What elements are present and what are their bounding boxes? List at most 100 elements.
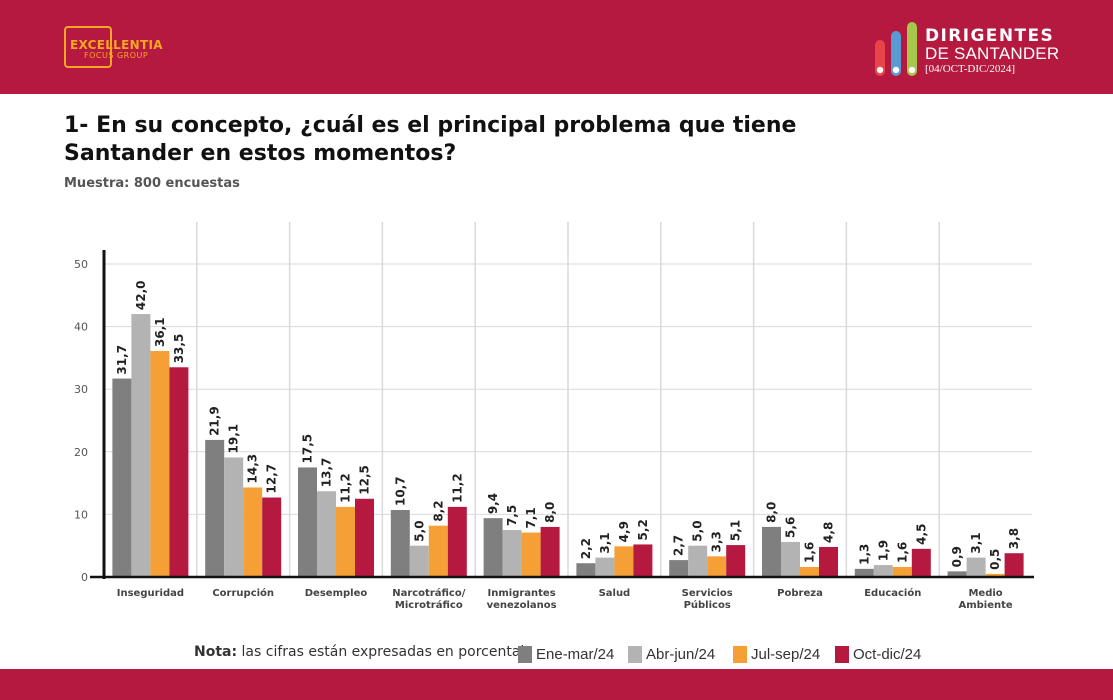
data-label: 2,7: [672, 535, 686, 556]
data-label: 42,0: [134, 280, 148, 310]
logo-frame-icon: [64, 26, 112, 68]
bar: [428, 525, 448, 577]
question-title: 1- En su concepto, ¿cuál es el principal…: [64, 113, 797, 166]
bar: [205, 439, 225, 577]
logo-sub-text: FOCUS GROUP: [84, 51, 149, 60]
data-label: 8,0: [543, 502, 557, 523]
category-label: Microtráfico: [395, 599, 463, 611]
category-label: Servicios: [682, 588, 733, 599]
data-label: 0,5: [988, 549, 1002, 570]
bar: [298, 467, 317, 577]
bar: [669, 560, 689, 577]
category-label: Inseguridad: [117, 588, 184, 599]
data-label: 36,1: [153, 317, 167, 347]
data-label: 9,4: [486, 493, 500, 514]
y-tick-label: 20: [74, 446, 88, 459]
bar: [576, 563, 596, 577]
data-label: 12,5: [358, 465, 372, 495]
data-label: 5,1: [729, 520, 743, 541]
category-label: Medio: [968, 588, 1002, 599]
bar: [707, 556, 727, 577]
data-label: 5,0: [412, 520, 426, 541]
bar: [911, 548, 931, 577]
bar: [854, 568, 874, 577]
bar: [800, 566, 819, 577]
legend-note-text: las cifras están expresadas en porcentaj…: [241, 644, 533, 660]
bar: [483, 518, 503, 577]
data-label: 0,9: [950, 546, 964, 567]
bar: [540, 526, 560, 577]
data-label: 4,9: [617, 521, 631, 542]
bar: [595, 557, 615, 577]
data-label: 8,0: [765, 502, 779, 523]
logo-date-range: [04/OCT-DIC/2024]: [925, 63, 1016, 75]
legend-series-name: Abr-jun/24: [646, 646, 716, 663]
data-label: 4,5: [914, 524, 928, 545]
y-tick-label: 40: [74, 321, 88, 334]
data-label: 31,7: [115, 345, 129, 375]
category-label: Educación: [864, 587, 921, 599]
logo-title-line2: DE SANTANDER: [925, 44, 1060, 63]
colored-bars-icon: [875, 22, 917, 76]
bar: [873, 565, 893, 577]
category-label: venezolanos: [487, 600, 557, 611]
bar: [947, 571, 967, 577]
data-label: 3,3: [710, 531, 724, 552]
bar: [243, 487, 263, 577]
bar: [781, 541, 800, 577]
data-label: 7,1: [524, 507, 538, 528]
bar: [169, 367, 189, 577]
bar: [762, 526, 781, 577]
data-label: 21,9: [208, 406, 222, 436]
data-label: 19,1: [227, 424, 241, 454]
data-label: 3,1: [969, 532, 983, 553]
category-label: Corrupción: [212, 587, 274, 599]
bar-chart: 0 10 20 30 40 50 31,7 42,0 36,1 33,5 Inseguridad 21…: [74, 222, 1034, 611]
y-tick-label: 0: [81, 571, 88, 584]
bar: [131, 314, 151, 577]
legend-series-name: Oct-dic/24: [853, 646, 922, 663]
chart-legend: Nota: las cifras están expresadas en por…: [0, 640, 1113, 666]
data-label: 17,5: [301, 434, 315, 464]
data-label: 4,8: [822, 522, 836, 543]
legend-note-label: Nota:: [194, 644, 238, 660]
excellentia-logo: EXCELLENTIA FOCUS GROUP: [64, 26, 164, 76]
bar: [614, 546, 634, 577]
data-label: 1,9: [876, 540, 890, 561]
bar: [150, 351, 170, 577]
header-bar: EXCELLENTIA FOCUS GROUP DIRIGENTES DE SA…: [0, 0, 1113, 94]
bar: [688, 545, 708, 577]
bar: [502, 530, 522, 577]
data-label: 7,5: [505, 505, 519, 526]
legend-series-name: Ene-mar/24: [536, 646, 615, 663]
bar: [726, 545, 746, 577]
bar: [447, 506, 467, 577]
category-label: Narcotráfico/: [392, 587, 466, 599]
data-label: 12,7: [265, 464, 279, 494]
footer-bar: [0, 669, 1113, 700]
data-label: 33,5: [172, 334, 186, 364]
data-label: 8,2: [431, 500, 445, 521]
bar: [262, 497, 282, 577]
category-label: Salud: [599, 588, 631, 599]
data-label: 11,2: [339, 473, 353, 503]
data-label: 1,6: [803, 542, 817, 563]
bar: [985, 573, 1005, 577]
legend-note: Nota: las cifras están expresadas en por…: [194, 644, 533, 660]
sample-size: Muestra: 800 encuestas: [64, 176, 240, 191]
data-label: 5,2: [636, 519, 650, 540]
y-tick-label: 30: [74, 383, 88, 396]
bar: [966, 557, 986, 577]
bar: [1004, 553, 1024, 577]
bar: [819, 546, 838, 577]
bar: [409, 545, 429, 577]
data-label: 5,0: [691, 520, 705, 541]
y-tick-label: 10: [74, 508, 88, 521]
bar: [355, 498, 374, 577]
data-label: 11,2: [450, 473, 464, 503]
legend-swatch: [518, 646, 532, 663]
category-label: Públicos: [684, 599, 731, 611]
bar: [317, 491, 336, 577]
legend-series-name: Jul-sep/24: [751, 646, 821, 663]
bar: [112, 378, 132, 577]
